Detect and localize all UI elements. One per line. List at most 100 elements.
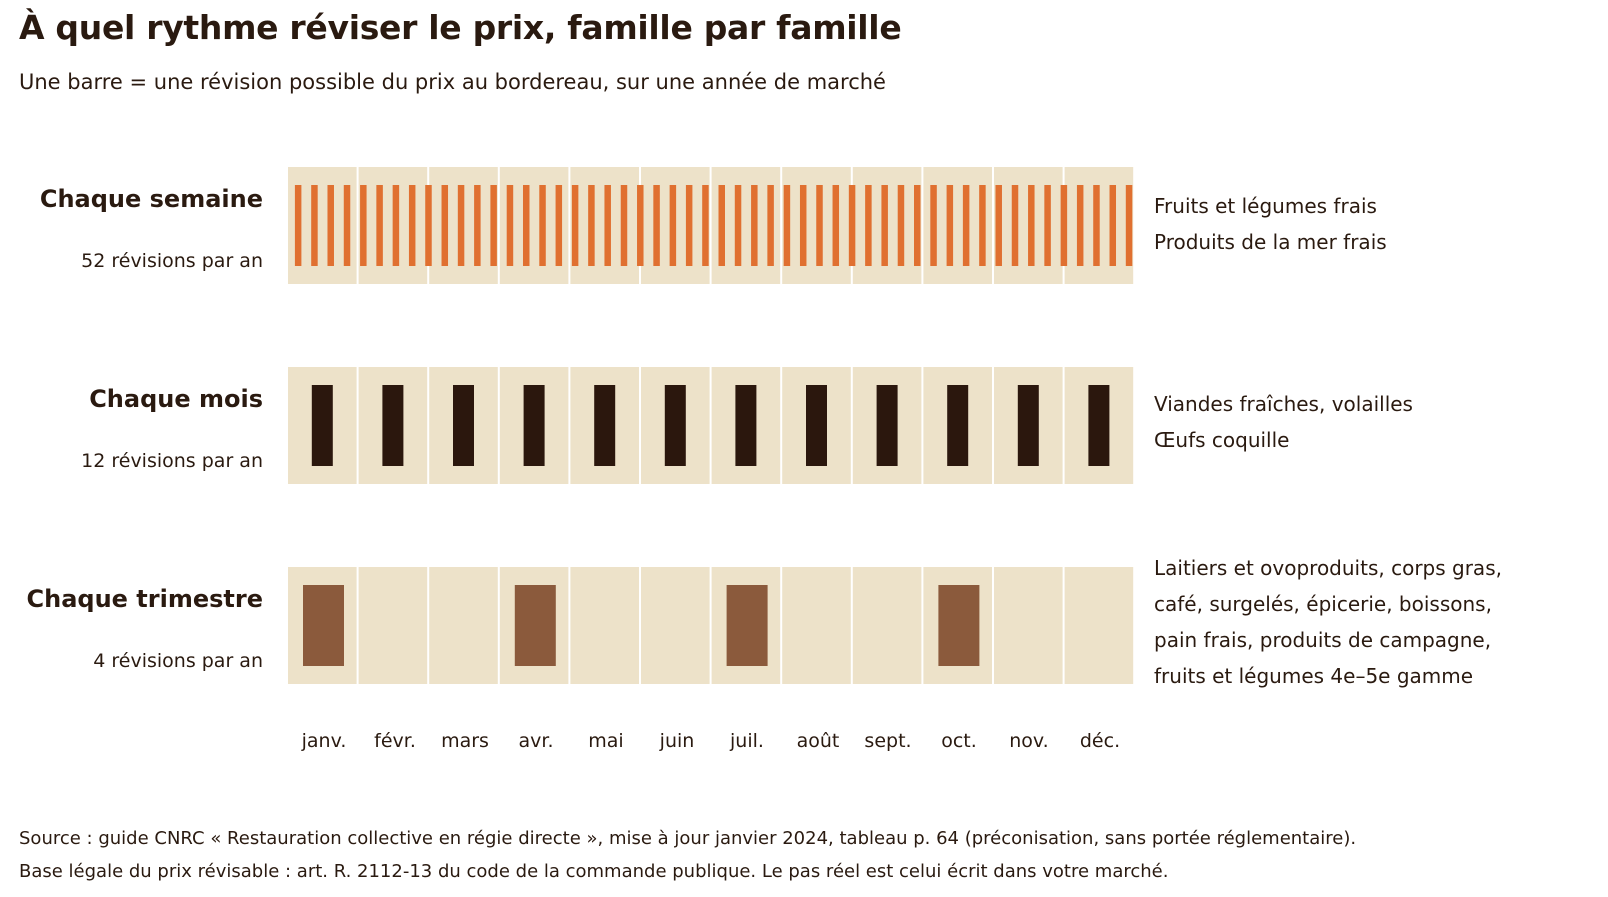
month-label-mai: mai xyxy=(588,730,624,752)
month-cell xyxy=(358,567,428,684)
month-cell xyxy=(1064,567,1134,684)
month-cell xyxy=(994,567,1063,684)
quarterly-revision-bar xyxy=(726,585,768,666)
family-item: Viandes fraîches, volailles xyxy=(1154,392,1413,416)
weekly-revision-bar xyxy=(441,185,449,266)
weekly-revision-bar xyxy=(1076,185,1084,266)
family-item: pain frais, produits de campagne, xyxy=(1154,628,1492,652)
quarterly-revision-bar xyxy=(938,585,980,666)
month-cell xyxy=(852,567,922,684)
weekly-revision-bar xyxy=(555,185,563,266)
weekly-revision-bar xyxy=(816,185,823,266)
family-item: Œufs coquille xyxy=(1154,428,1290,452)
weekly-revision-bar xyxy=(1044,185,1051,266)
weekly-revision-bar xyxy=(522,185,530,266)
source-line-2: Base légale du prix révisable : art. R. … xyxy=(19,861,1169,882)
weekly-revision-bar xyxy=(848,185,856,266)
family-item: Fruits et légumes frais xyxy=(1154,194,1377,218)
weekly-revision-bar xyxy=(343,185,351,266)
monthly-revision-bar xyxy=(311,385,333,466)
weekly-revision-bar xyxy=(604,185,611,266)
weekly-revision-bar xyxy=(1011,185,1019,266)
month-label-juin: juin xyxy=(659,730,695,752)
weekly-revision-bar xyxy=(751,185,758,266)
weekly-revision-bar xyxy=(1060,185,1068,266)
weekly-revision-bar xyxy=(1109,185,1117,266)
weekly-revision-bar xyxy=(930,185,937,266)
families-monthly: Viandes fraîches, volailles Œufs coquill… xyxy=(1154,386,1413,458)
weekly-revision-bar xyxy=(946,185,954,266)
month-label-juil: juil. xyxy=(730,730,764,752)
weekly-revision-bar xyxy=(783,185,791,266)
monthly-revision-bar xyxy=(1088,385,1110,466)
month-label-sept: sept. xyxy=(864,730,912,752)
family-item: café, surgelés, épicerie, boissons, xyxy=(1154,592,1492,616)
weekly-revision-bar xyxy=(865,185,872,266)
weekly-revision-bar xyxy=(539,185,546,266)
row-count-weekly: 52 révisions par an xyxy=(81,250,263,272)
monthly-revision-bar xyxy=(947,385,969,466)
weekly-revision-bar xyxy=(767,185,774,266)
weekly-revision-bar xyxy=(685,185,693,266)
row-label-quarterly: Chaque trimestre xyxy=(26,585,263,613)
month-label-janv: janv. xyxy=(301,730,347,752)
monthly-revision-bar xyxy=(806,385,827,466)
row-label-weekly: Chaque semaine xyxy=(39,185,263,213)
month-label-aout: août xyxy=(796,730,840,752)
weekly-revision-bar xyxy=(425,185,432,266)
month-label-avr: avr. xyxy=(518,730,554,752)
weekly-revision-bar xyxy=(979,185,986,266)
row-label-monthly: Chaque mois xyxy=(89,385,263,413)
weekly-revision-bar xyxy=(294,185,302,266)
weekly-revision-bar xyxy=(637,185,644,266)
weekly-revision-bar xyxy=(702,185,709,266)
weekly-revision-bar xyxy=(571,185,579,266)
weekly-revision-bar xyxy=(360,185,367,266)
family-item: Laitiers et ovoproduits, corps gras, xyxy=(1154,556,1502,580)
monthly-revision-bar xyxy=(382,385,404,466)
weekly-revision-bar xyxy=(832,185,840,266)
source-line-1: Source : guide CNRC « Restauration colle… xyxy=(19,828,1357,849)
month-cell xyxy=(429,567,498,684)
weekly-revision-bar xyxy=(457,185,465,266)
quarterly-revision-bar xyxy=(514,585,556,666)
weekly-revision-bar xyxy=(718,185,725,266)
weekly-revision-bar xyxy=(588,185,595,266)
monthly-revision-bar xyxy=(523,385,545,466)
weekly-revision-bar xyxy=(1093,185,1100,266)
monthly-revision-bar xyxy=(735,385,757,466)
weekly-revision-bar xyxy=(490,185,497,266)
month-cell xyxy=(570,567,639,684)
weekly-revision-bar xyxy=(962,185,970,266)
monthly-revision-bar xyxy=(876,385,898,466)
month-label-fevr: févr. xyxy=(374,730,416,752)
month-label-oct: oct. xyxy=(941,730,977,752)
weekly-revision-bar xyxy=(392,185,400,266)
weekly-revision-bar xyxy=(506,185,514,266)
monthly-revision-bar xyxy=(664,385,686,466)
row-count-quarterly: 4 révisions par an xyxy=(93,650,263,672)
weekly-revision-bar xyxy=(474,185,481,266)
families-quarterly: Laitiers et ovoproduits, corps gras, caf… xyxy=(1154,550,1502,694)
month-label-mars: mars xyxy=(441,730,489,752)
weekly-revision-bar xyxy=(799,185,807,266)
weekly-revision-bar xyxy=(408,185,416,266)
weekly-revision-bar xyxy=(734,185,742,266)
monthly-revision-bar xyxy=(594,385,616,466)
families-weekly: Fruits et légumes frais Produits de la m… xyxy=(1154,188,1387,260)
quarterly-revision-bar xyxy=(303,585,344,666)
weekly-revision-bar xyxy=(669,185,677,266)
month-cell xyxy=(782,567,851,684)
weekly-revision-bar xyxy=(1028,185,1035,266)
chart-subtitle: Une barre = une révision possible du pri… xyxy=(19,70,886,94)
weekly-revision-bar xyxy=(914,185,921,266)
weekly-revision-bar xyxy=(1125,185,1133,266)
weekly-revision-bar xyxy=(376,185,383,266)
family-item: fruits et légumes 4e–5e gamme xyxy=(1154,664,1474,688)
source-note: Source : guide CNRC « Restauration colle… xyxy=(19,822,1356,888)
weekly-revision-bar xyxy=(995,185,1002,266)
month-label-nov: nov. xyxy=(1009,730,1049,752)
weekly-revision-bar xyxy=(620,185,628,266)
weekly-revision-bar xyxy=(311,185,318,266)
